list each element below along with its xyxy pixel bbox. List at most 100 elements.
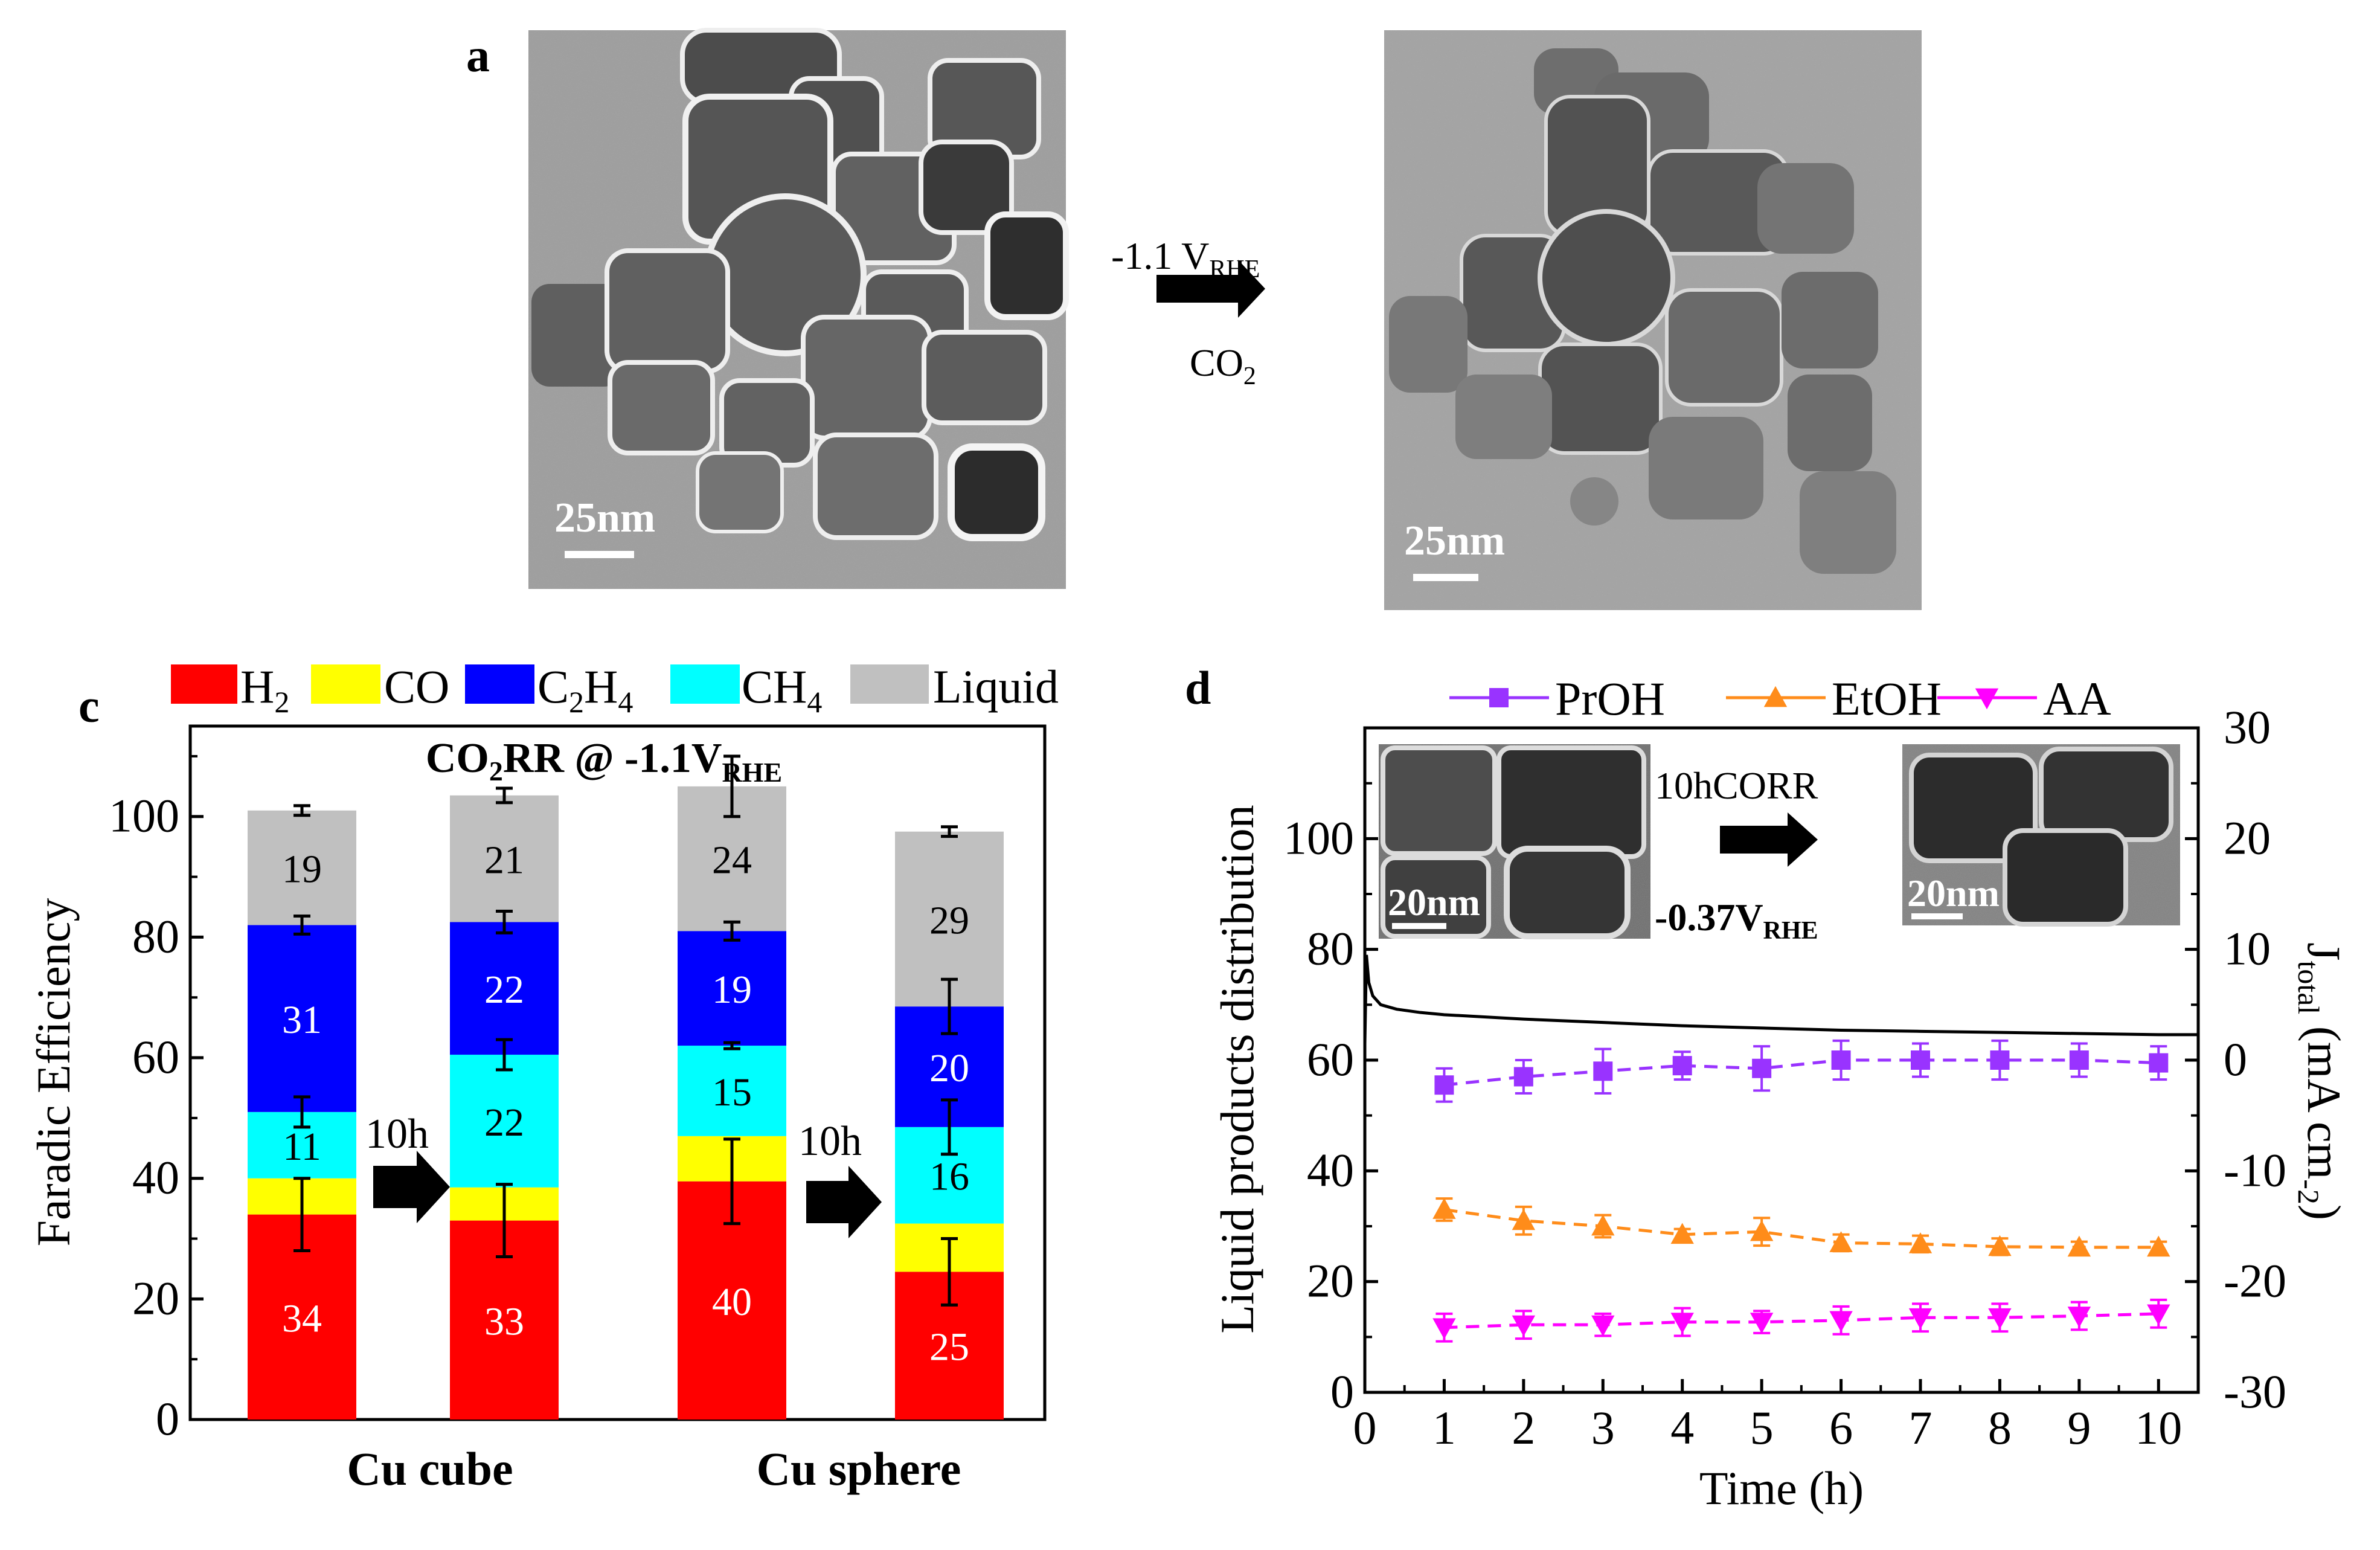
arrow-voltage-label: -1.1 VRHE [1111,234,1260,283]
legend-c: H2 CO C2H4 CH4 Liquid [171,660,1059,719]
x-tick-label-d: 3 [1591,1401,1615,1454]
arrow-right-icon [373,1151,450,1223]
inset-arrow-bottom-label: -0.37VRHE [1655,896,1818,945]
marker-triangle-up [2067,1235,2091,1257]
arrow-label-cube: 10h [365,1111,429,1157]
marker-square [1990,1050,2010,1070]
y-tick-label-d: 80 [1307,922,1354,975]
scale-bar-label-after: 25nm [1404,518,1505,564]
legend-label: PrOH [1555,672,1665,725]
marker-triangle-down [1591,1315,1615,1337]
chart-c-ylabel: Faradic Efficiency [27,898,80,1247]
arrow-right-icon [1156,260,1265,318]
y-tick-label-d: 60 [1307,1033,1354,1085]
series-aa [1432,1298,2170,1343]
error-bar [496,1183,513,1258]
x-tick-label-d: 0 [1353,1401,1377,1454]
panel-d-label: d [1185,661,1211,714]
bar-value-label-liquid: 19 [282,847,322,892]
marker-square [1513,1067,1533,1087]
x-tick-label-d: 1 [1432,1401,1456,1454]
reaction-arrow-a: -1.1 VRHE CO2 [1111,234,1265,390]
x-tick-label-d: 5 [1750,1401,1774,1454]
y-tick-label-d: 100 [1283,811,1354,864]
marker-triangle-down [2147,1304,2170,1326]
marker-triangle-up [2147,1235,2170,1257]
legend-swatch-liquid [850,664,929,704]
legend-entry-proh: PrOH [1449,672,1665,725]
marker-square [2149,1053,2169,1073]
bar-value-label-ch4: 11 [283,1125,321,1169]
x-tick-label-d: 9 [2067,1401,2091,1454]
bar-value-label-c2h4: 20 [929,1046,969,1090]
marker-triangle-up [1763,686,1788,707]
y-tick-label-c: 20 [132,1272,179,1324]
bar-value-label-ch4: 22 [484,1101,524,1145]
bar-segment-ch4 [450,1055,559,1188]
bar-segment-c2h4 [248,925,356,1112]
bar-value-label-c2h4: 22 [484,968,524,1012]
marker-triangle-up [1512,1209,1536,1230]
y-tick-label-c: 100 [109,789,179,842]
bar-segment-ch4 [678,1046,786,1136]
bars-c: 34 11 31 19 33 22 22 21 40 15 19 24 25 16 20 29 [248,754,1004,1420]
panel-a-label: a [466,29,490,82]
group-label-cu-sphere: Cu sphere [757,1442,961,1495]
chart-d-ylabel: Liquid products distribution [1211,805,1263,1333]
y2-tick-label-d: -30 [2224,1365,2286,1418]
error-bar [941,1098,958,1156]
bar-value-label-ch4: 15 [712,1070,752,1114]
legend-label-c2h4: C2H4 [537,660,633,719]
y2-tick-label-d: -20 [2224,1255,2286,1307]
panel-d: d PrOH EtOH AA Liquid products distributio… [1185,661,2350,1514]
legend-swatch-h2 [171,664,237,704]
inset-scale-label-left: 20nm [1388,881,1480,924]
inset-scale-bar-left [1392,923,1446,929]
legend-label-co: CO [384,660,449,713]
bar-segment-c2h4 [678,931,786,1046]
inset-scale-bar-right [1911,913,1963,919]
error-bar [293,914,310,936]
inset-arrow-top-label: 10hCORR [1655,764,1818,807]
series-line-aa [1444,1312,2159,1330]
bar-segment-liquid [895,831,1004,1007]
bar-value-label-liquid: 29 [929,898,969,942]
inset-scale-label-right: 20nm [1907,872,2000,915]
y2-tick-label-d: 10 [2224,922,2271,975]
marker-square [1911,1050,1930,1070]
current-line [1363,954,2198,1044]
marker-triangle-up [1750,1220,1774,1241]
error-bar [496,1038,513,1072]
x-tick-label-d: 7 [1909,1401,1933,1454]
error-bar [941,977,958,1035]
legend-d: PrOH EtOH AA [1449,672,2111,725]
legend-label-liquid: Liquid [933,660,1059,713]
bar-value-label-h2: 40 [712,1280,752,1324]
panel-c-label: c [79,680,100,732]
bar-value-label-c2h4: 31 [282,998,322,1042]
bar-segment-liquid [450,795,559,922]
marker-triangle-down [1432,1318,1456,1339]
y2-tick-label-d: 30 [2224,701,2271,753]
marker-triangle-up [1432,1198,1456,1219]
arrow-gas-label: CO2 [1190,341,1256,390]
bar-value-label-c2h4: 19 [712,968,752,1012]
marker-triangle-down [2067,1307,2091,1328]
chart-d-xlabel: Time (h) [1699,1462,1864,1514]
x-tick-label-d: 8 [1988,1401,2012,1454]
legend-entry-etoh: EtOH [1726,672,1942,725]
bar-value-label-h2: 34 [282,1296,322,1340]
marker-triangle-up [1829,1231,1853,1252]
tem-image-after: 25nm [1384,30,1922,610]
y-tick-label-c: 60 [132,1031,179,1083]
error-bar [723,1041,740,1050]
marker-triangle-down [1975,688,1999,710]
marker-triangle-down [1829,1311,1853,1333]
error-bar [941,1237,958,1307]
panel-c: c H2 CO C2H4 CH4 Liquid CO2RR @ -1.1VRHE… [27,660,1059,1495]
error-bar [496,786,513,805]
legend-entry-aa: AA [1937,672,2111,725]
marker-square [2069,1050,2089,1070]
